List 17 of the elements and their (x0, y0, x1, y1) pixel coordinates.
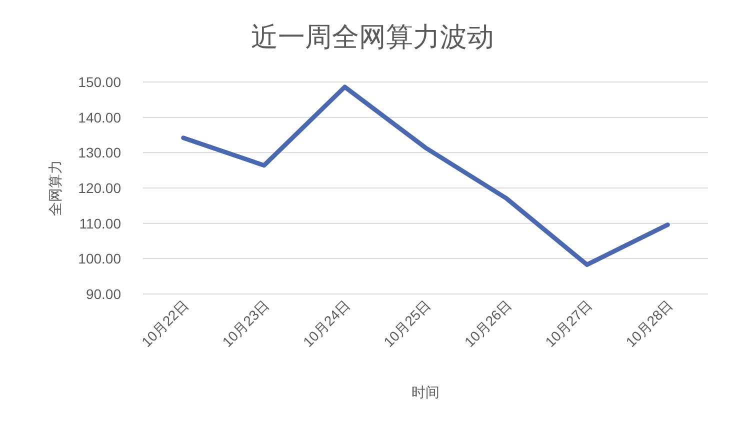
y-tick-label: 110.00 (79, 215, 122, 232)
x-tick-label: 10月25日 (380, 296, 434, 350)
title: 近一周全网算力波动 (251, 22, 494, 52)
x-tick-label: 10月24日 (300, 296, 353, 350)
ylabel: 全网算力 (47, 160, 63, 216)
y-tick-label: 130.00 (78, 144, 122, 161)
y-tick-label: 140.00 (78, 109, 122, 126)
y-tick-label: 90.00 (86, 286, 122, 302)
x-tick-label: 10月27日 (542, 296, 596, 350)
y-tick-label: 120.00 (78, 180, 122, 196)
y-tick-label: 100.00 (78, 250, 122, 267)
x-tick-label: 10月22日 (138, 296, 192, 350)
xlabel: 时间 (412, 384, 440, 400)
x-tick-label: 10月23日 (219, 296, 272, 350)
x-tick-label: 10月28日 (622, 296, 676, 350)
x-tick-label: 10月26日 (461, 296, 514, 350)
y-tick-label: 150.00 (78, 74, 122, 90)
